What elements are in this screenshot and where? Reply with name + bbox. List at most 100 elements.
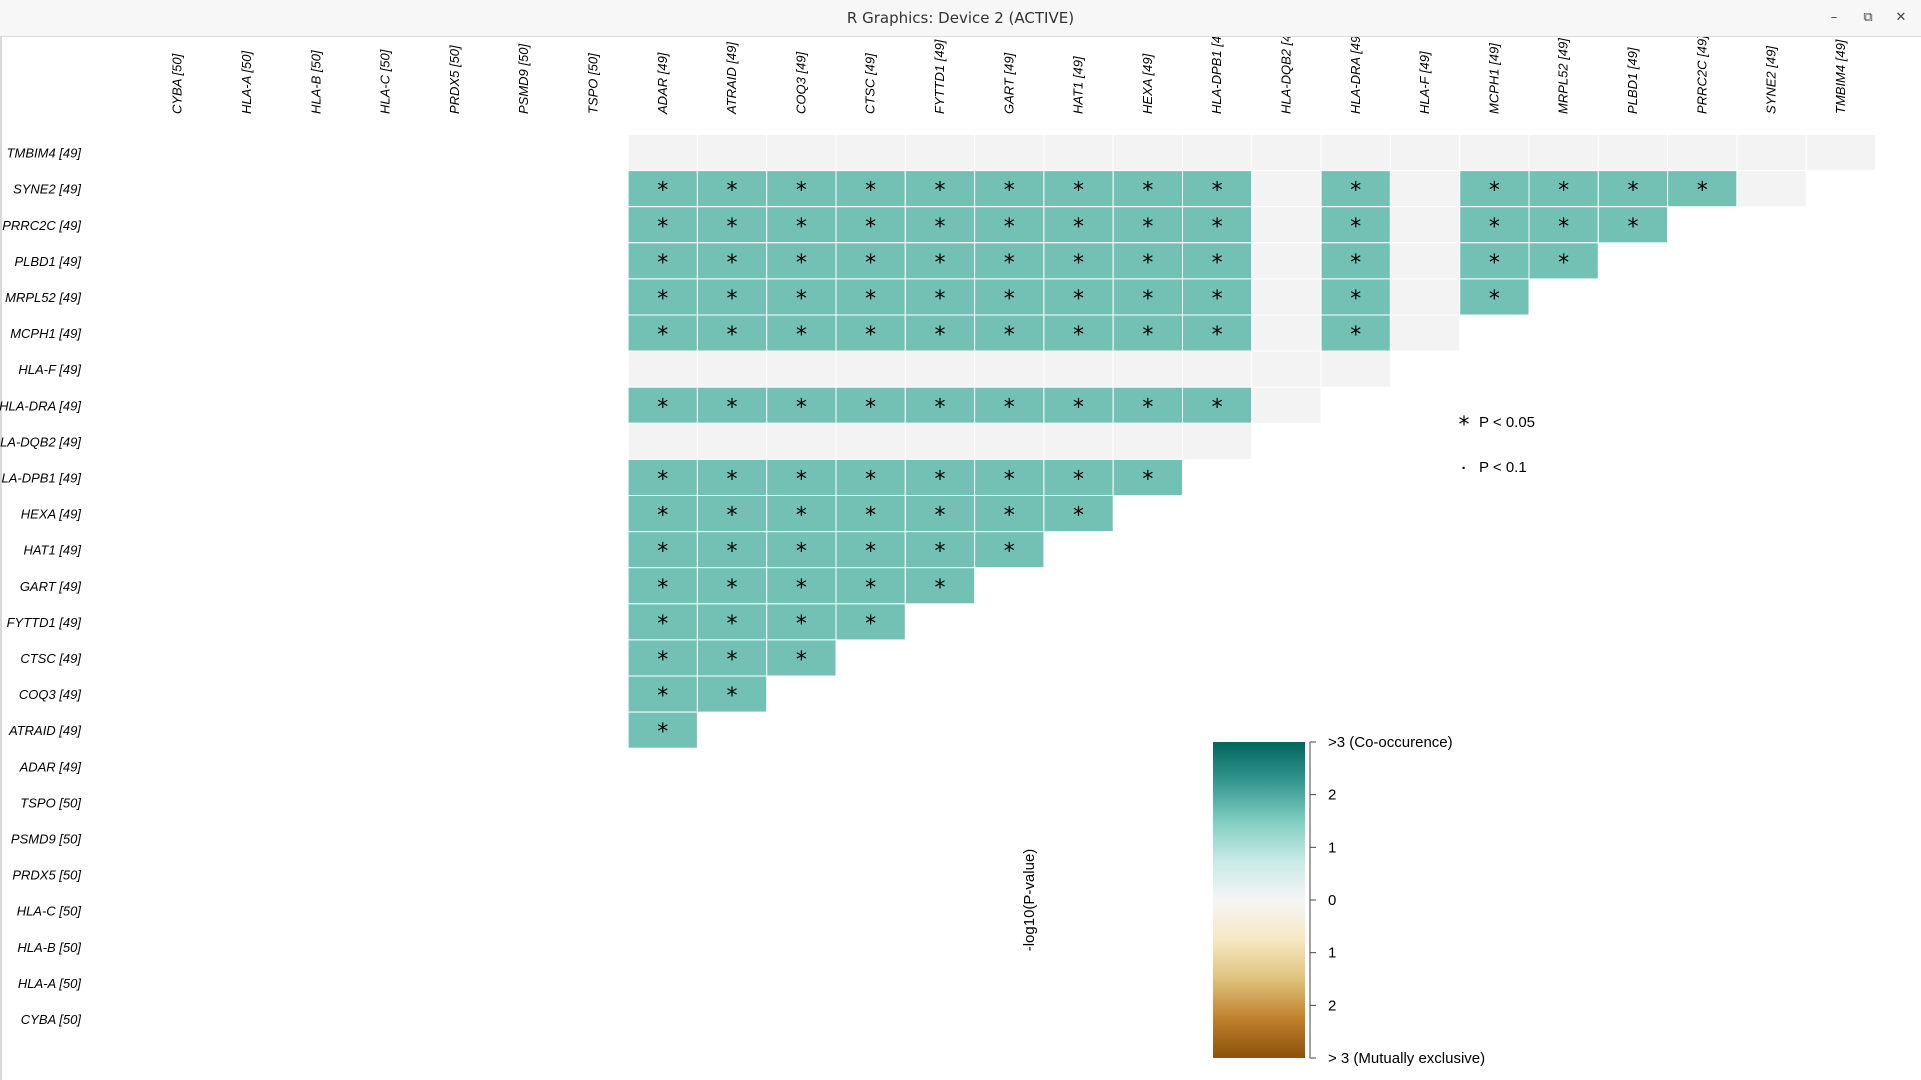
heatmap-cell [904,422,976,460]
column-label: HLA-DPB1 [4 [1209,37,1224,114]
heatmap-cell [696,603,768,641]
significance-star: * [934,540,945,565]
close-icon[interactable]: ✕ [1895,10,1907,25]
colorbar-tick-label: 0 [1328,892,1336,909]
row-label: HAT1 [49] [23,543,81,558]
significance-star: * [1142,251,1153,276]
heatmap-cell [627,603,698,641]
significance-star: * [1142,323,1153,348]
heatmap-cell [1459,278,1530,316]
heatmap-cell [1043,206,1114,244]
colorbar-tick-label: >3 (Co-occurence) [1328,734,1453,751]
heatmap-cell [835,134,906,172]
significance-star: * [727,251,738,276]
restore-icon[interactable]: ⧉ [1863,10,1873,25]
heatmap-cell [1320,278,1391,316]
row-label: HLA-F [49] [18,362,81,377]
heatmap-cell [1389,278,1461,316]
significance-star: * [727,612,738,637]
heatmap-cell [1459,170,1530,208]
heatmap-cell [904,206,976,244]
significance-star: * [796,215,807,240]
significance-star: * [1004,395,1015,420]
significance-star: * [1350,287,1361,312]
heatmap-cell [1320,134,1391,172]
significance-star: * [1073,215,1084,240]
heatmap-cell [1112,314,1183,352]
heatmap-cell [835,458,906,496]
heatmap-cell [1182,242,1253,280]
heatmap-cell [904,386,976,424]
heatmap-cell [904,314,976,352]
row-label: HLA-C [50] [17,904,82,919]
significance-star: * [1004,251,1015,276]
heatmap-cell [627,206,698,244]
significance-star: * [934,576,945,601]
heatmap-cell [974,531,1045,569]
significance-star: * [1350,251,1361,276]
heatmap-cell [627,350,698,388]
colorbar-tick-label: 2 [1328,787,1336,804]
legend-dot-symbol: · [1462,460,1467,477]
significance-star: * [727,323,738,348]
row-label: PRDX5 [50] [12,868,81,883]
heatmap-cell [1112,278,1183,316]
row-label: PLBD1 [49] [15,254,82,269]
significance-star: * [1558,251,1569,276]
heatmap-cell [766,567,837,605]
significance-star: * [865,287,876,312]
heatmap-cell [696,458,768,496]
heatmap-cell [627,675,698,713]
significance-star: * [1212,287,1223,312]
significance-star: * [727,540,738,565]
row-label: ATRAID [49] [8,723,81,738]
significance-star: * [1073,323,1084,348]
row-label: HLA-A [50] [18,976,81,991]
row-label: ADAR [49] [19,759,82,774]
row-label: SYNE2 [49] [13,182,81,197]
significance-star: * [1489,215,1500,240]
significance-star: * [657,540,668,565]
heatmap-cell [904,134,976,172]
significance-star: * [1004,215,1015,240]
significance-star: * [1697,179,1708,204]
heatmap-cell [1459,242,1530,280]
heatmap-cell [974,495,1045,533]
heatmap-cell [766,350,837,388]
row-label: TMBIM4 [49] [7,146,82,161]
heatmap-cell [1251,242,1322,280]
heatmap-cell [1320,170,1391,208]
heatmap-cell [1112,242,1183,280]
significance-star: * [1350,179,1361,204]
heatmap-cell [1043,242,1114,280]
significance-star: * [657,323,668,348]
heatmap-cell [627,458,698,496]
column-label: HLA-DQB2 [4 [1278,37,1293,114]
significance-star: * [727,576,738,601]
heatmap-cell [1112,170,1183,208]
significance-star: * [865,215,876,240]
significance-star: * [657,467,668,492]
significance-star: * [865,251,876,276]
heatmap-cell [1736,170,1807,208]
significance-star: * [1073,504,1084,529]
significance-star: * [1004,540,1015,565]
heatmap-cell [974,458,1045,496]
heatmap-cell [1320,314,1391,352]
row-label: CTSC [49] [20,651,81,666]
heatmap-cell [696,134,768,172]
column-label: CYBA [50] [170,53,185,114]
minimize-icon[interactable]: – [1830,10,1838,25]
significance-star: * [865,504,876,529]
colorbar-tick-label: 2 [1328,997,1336,1014]
heatmap-cell [1112,458,1183,496]
significance-star: * [796,540,807,565]
column-label: HLA-B [50] [308,50,323,114]
significance-star: * [934,323,945,348]
row-label: TSPO [50] [20,795,81,810]
significance-star: * [1212,323,1223,348]
heatmap-cell [696,675,768,713]
significance-star: * [1558,179,1569,204]
heatmap-cell [835,567,906,605]
heatmap-cell [1182,422,1253,460]
